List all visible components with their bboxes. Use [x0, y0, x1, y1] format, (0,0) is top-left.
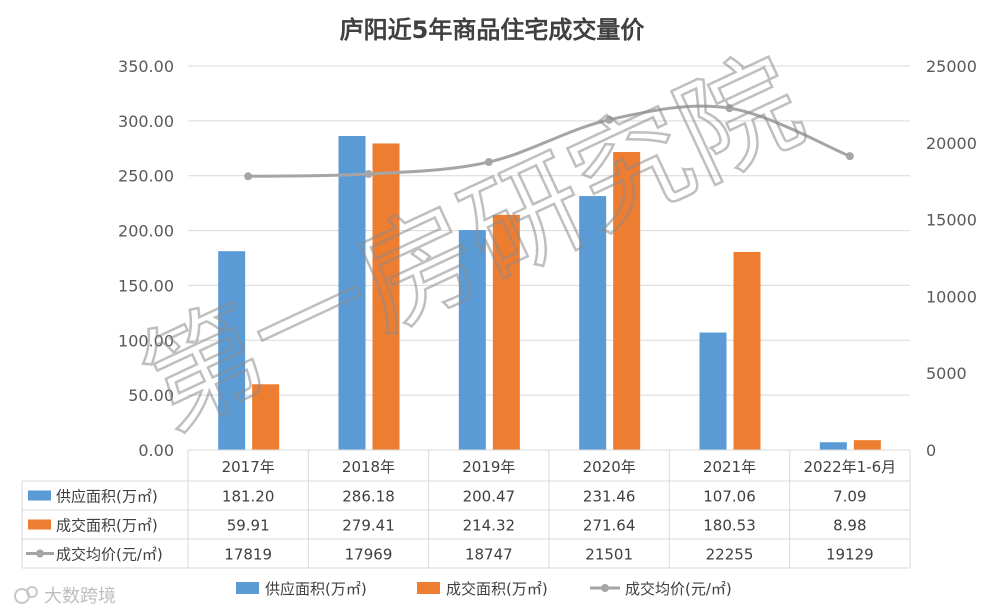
price-line [244, 104, 854, 181]
category-label: 2019年 [462, 458, 515, 476]
legend-label: 成交均价(元/㎡) [625, 580, 732, 598]
data-label: 17969 [345, 546, 393, 564]
bar-deal [372, 143, 400, 450]
table-legend-key [28, 490, 51, 501]
bar-deal [252, 384, 280, 450]
price-point [484, 158, 493, 167]
category-label: 2017年 [222, 458, 275, 476]
bar-supply [458, 230, 486, 450]
legend-label: 供应面积(万㎡) [265, 580, 367, 598]
price-point [605, 115, 614, 124]
bar-deal [853, 440, 881, 450]
left-tick-label: 250.00 [118, 167, 174, 186]
data-label: 17819 [224, 546, 272, 564]
right-tick-label: 15000 [926, 211, 977, 230]
left-axis: 0.00 50.00 100.00 150.00 200.00 250.00 300.00 3… [118, 57, 174, 460]
data-label: 231.46 [583, 488, 636, 506]
price-point [364, 169, 373, 178]
series-name: 成交均价(元/㎡) [56, 546, 163, 564]
bar-deal [613, 151, 641, 450]
legend-label: 成交面积(万㎡) [446, 580, 548, 598]
data-label: 180.53 [703, 517, 756, 535]
data-label: 271.64 [583, 517, 636, 535]
category-label: 2020年 [583, 458, 636, 476]
category-label: 2022年1-6月 [803, 458, 896, 476]
data-label: 8.98 [833, 517, 866, 535]
category-label: 2021年 [703, 458, 756, 476]
table-legend-key [28, 519, 51, 530]
data-label: 279.41 [342, 517, 395, 535]
price-point [845, 152, 854, 161]
data-label: 19129 [826, 546, 874, 564]
data-label: 286.18 [342, 488, 395, 506]
logo-text: 大数跨境 [44, 586, 116, 607]
right-tick-label: 10000 [926, 287, 977, 306]
data-label: 59.91 [227, 517, 270, 535]
left-tick-label: 100.00 [118, 331, 174, 350]
price-line-path [248, 104, 851, 178]
bar-supply [218, 251, 246, 450]
legend-key [236, 582, 259, 594]
right-axis: 0 5000 10000 15000 20000 25000 [926, 57, 977, 460]
logo: 大数跨境 [14, 586, 116, 607]
series-name: 供应面积(万㎡) [56, 488, 158, 506]
left-tick-label: 300.00 [118, 112, 174, 131]
bar-supply [579, 196, 607, 450]
left-tick-label: 150.00 [118, 276, 174, 295]
bar-supply [699, 332, 727, 450]
data-label: 18747 [465, 546, 513, 564]
data-label: 21501 [585, 546, 633, 564]
data-label: 7.09 [833, 488, 866, 506]
bars [218, 136, 881, 450]
left-tick-label: 50.00 [128, 386, 174, 405]
legend-key-dot [601, 584, 609, 592]
data-label: 214.32 [463, 517, 516, 535]
series-name: 成交面积(万㎡) [56, 517, 158, 535]
right-tick-label: 5000 [926, 364, 967, 383]
bar-deal [733, 251, 761, 450]
right-tick-label: 20000 [926, 134, 977, 153]
bar-supply [819, 442, 847, 450]
price-point [725, 104, 734, 113]
chart-title: 庐阳近5年商品住宅成交量价 [340, 16, 646, 44]
table-legend-key-dot [36, 549, 44, 558]
left-tick-label: 0.00 [138, 441, 174, 460]
legend: 供应面积(万㎡) 成交面积(万㎡) 成交均价(元/㎡) [236, 580, 732, 598]
left-tick-label: 200.00 [118, 222, 174, 241]
data-label: 22255 [706, 546, 754, 564]
price-point [244, 172, 253, 181]
bar-supply [338, 136, 366, 450]
data-label: 107.06 [703, 488, 756, 506]
legend-key [417, 582, 440, 594]
left-tick-label: 350.00 [118, 57, 174, 76]
category-label: 2018年 [342, 458, 395, 476]
right-tick-label: 25000 [926, 57, 977, 76]
right-tick-label: 0 [926, 441, 936, 460]
logo-icon-dot [26, 586, 38, 598]
data-table: 2017年 2018年 2019年 2020年 2021年 2022年1-6月供应面积(万… [21, 449, 911, 569]
data-label: 181.20 [222, 488, 275, 506]
data-label: 200.47 [463, 488, 516, 506]
bar-deal [492, 214, 520, 450]
